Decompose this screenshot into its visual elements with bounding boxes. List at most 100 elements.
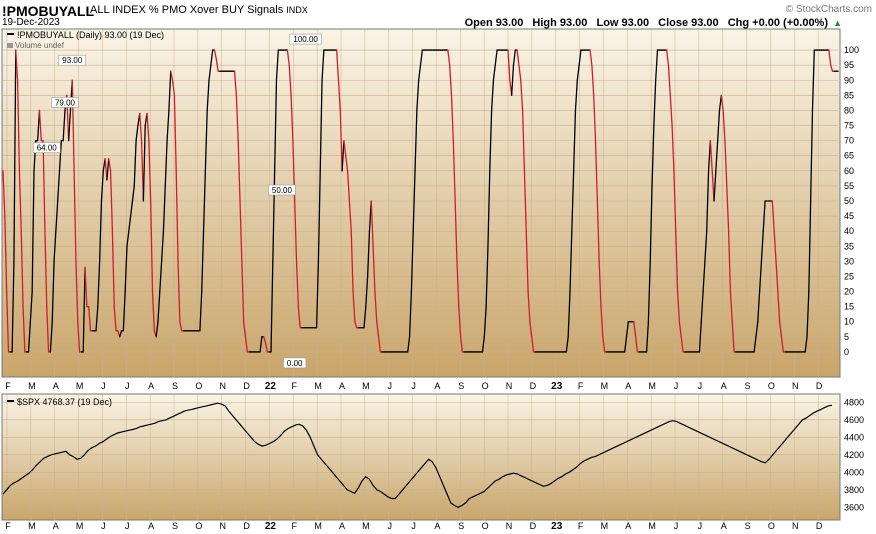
pmo-segment xyxy=(263,336,267,344)
y-tick-label: 3800 xyxy=(844,485,864,495)
pmo-segment xyxy=(655,49,659,81)
pmo-segment xyxy=(698,321,702,353)
y-tick-label: 20 xyxy=(844,287,854,297)
pmo-segment xyxy=(667,64,671,97)
pmo-segment xyxy=(810,109,814,202)
x-tick-label: N xyxy=(506,381,513,391)
spx-y-axis: 3600 3800 4000 4200 4400 4600 4800 xyxy=(844,397,864,512)
pmo-segment xyxy=(715,139,719,172)
pmo-segment xyxy=(18,170,22,232)
legend-line-icon xyxy=(7,33,14,35)
pmo-segment xyxy=(676,290,681,323)
pmo-segment xyxy=(243,321,247,338)
x-tick-label: M xyxy=(314,521,322,531)
pmo-segment xyxy=(447,49,451,66)
x-tick-label: D xyxy=(530,521,537,531)
pmo-segment xyxy=(724,139,728,187)
y-tick-label: 0 xyxy=(844,347,849,357)
pmo-segment xyxy=(273,79,278,172)
x-tick-label: N xyxy=(219,521,226,531)
pmo-segment xyxy=(727,230,732,293)
pmo-segment xyxy=(414,109,418,172)
pmo-segment xyxy=(565,336,569,353)
pmo-segment xyxy=(456,260,460,308)
x-tick-label: J xyxy=(387,381,392,391)
pmo-segment xyxy=(46,305,50,353)
x-tick-label: M xyxy=(362,381,370,391)
volume-legend-text: Volume undef xyxy=(15,41,65,50)
x-tick-label: A xyxy=(721,381,727,391)
pmo-segment xyxy=(669,94,673,127)
pmo-segment xyxy=(317,170,321,263)
pmo-segment xyxy=(675,230,679,293)
x-tick-label: 22 xyxy=(265,381,277,392)
pmo-segment xyxy=(569,230,573,293)
pmo-segment xyxy=(199,290,203,332)
pmo-segment xyxy=(286,49,290,66)
x-tick-label: J xyxy=(101,381,106,391)
chart-subtitle: ALL INDEX % PMO Xover BUY Signals INDX xyxy=(90,4,308,16)
x-tick-label: S xyxy=(745,381,751,391)
pmo-segment xyxy=(452,139,456,202)
pmo-segment xyxy=(164,139,168,187)
pmo-segment xyxy=(237,139,241,202)
pmo-segment xyxy=(376,321,380,338)
pmo-segment xyxy=(159,260,163,293)
pmo-x-axis: F M A M J J A S O N D 22 F M A M J J A S O N D 23 F M A M J J A S O N D xyxy=(5,381,823,392)
spx-panel xyxy=(1,393,841,521)
chart-date: 19-Dec-2023 xyxy=(2,17,60,28)
y-tick-label: 100 xyxy=(844,45,859,55)
pmo-segment xyxy=(173,94,177,172)
pmo-segment xyxy=(700,290,704,323)
pmo-segment xyxy=(594,139,598,202)
x-tick-label: O xyxy=(195,381,202,391)
pmo-segment xyxy=(516,49,520,66)
pmo-segment xyxy=(95,305,99,332)
pmo-segment xyxy=(345,155,349,172)
close-value: Close 93.00 xyxy=(658,17,719,29)
pmo-segment xyxy=(215,58,219,72)
pmo-annotations: 64.00 79.00 93.00 50.00 0.00 100.00 xyxy=(32,33,322,369)
pmo-segment xyxy=(321,49,325,81)
x-tick-label: F xyxy=(5,521,11,531)
pmo-segment xyxy=(731,321,735,353)
symbol-title: !PMOBUYALL xyxy=(2,3,95,19)
pmo-segment xyxy=(204,109,208,172)
x-tick-label: J xyxy=(125,521,130,531)
pmo-segment xyxy=(294,200,298,263)
pmo-segment xyxy=(673,170,677,232)
pmo-segment xyxy=(449,64,453,97)
pmo-segment xyxy=(454,200,458,263)
pmo-segment xyxy=(113,305,117,332)
pmo-segment xyxy=(354,321,358,329)
pmo-segment xyxy=(213,49,217,60)
pmo-segment xyxy=(492,64,496,81)
pmo-segment xyxy=(634,336,639,353)
y-tick-label: 90 xyxy=(844,75,854,85)
pmo-segment xyxy=(481,336,485,353)
y-tick-label: 5 xyxy=(844,332,849,342)
pmo-segment xyxy=(511,64,515,97)
x-tick-label: A xyxy=(721,521,727,531)
annotation-label: 93.00 xyxy=(62,56,83,65)
pmo-segment xyxy=(377,336,382,353)
pmo-segment xyxy=(625,321,629,338)
y-tick-label: 80 xyxy=(844,105,854,115)
x-tick-label: M xyxy=(314,381,322,391)
pmo-segment xyxy=(27,321,31,353)
x-tick-label: A xyxy=(434,521,440,531)
x-tick-label: J xyxy=(101,521,106,531)
annotation-label: 0.00 xyxy=(287,359,303,368)
pmo-segment xyxy=(15,49,19,81)
pmo-segment xyxy=(572,109,577,172)
pmo-segment xyxy=(235,94,239,142)
pmo-segment xyxy=(151,290,155,332)
pmo-segment xyxy=(523,170,527,232)
pmo-segment xyxy=(142,124,146,202)
pmo-segment xyxy=(757,290,761,323)
volume-bars-icon xyxy=(7,43,13,48)
pmo-segment xyxy=(210,49,214,66)
pmo-segment xyxy=(58,139,62,172)
pmo-segment xyxy=(71,79,75,172)
pmo-segment xyxy=(762,200,766,232)
